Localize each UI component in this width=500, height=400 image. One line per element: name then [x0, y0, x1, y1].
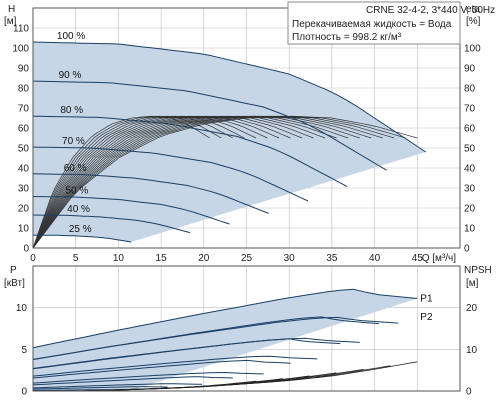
- y-right-tick-label: 20: [464, 204, 476, 215]
- power-curve: [32, 316, 379, 360]
- y-axis-unit: [м]: [4, 16, 17, 27]
- y-tick-label: 10: [18, 224, 30, 235]
- x-tick-label: 5: [73, 253, 79, 264]
- x-tick-label: 30: [284, 253, 296, 264]
- p1-label: P1: [420, 294, 433, 305]
- y-tick-label: 0: [23, 244, 29, 255]
- y-tick-label: 5: [21, 345, 27, 356]
- efficiency-curve: [32, 115, 268, 249]
- x-tick-label: 10: [113, 253, 125, 264]
- y-right-tick-label: 60: [464, 124, 476, 135]
- x-tick-label: 35: [326, 253, 338, 264]
- x-tick-label: 40: [369, 253, 381, 264]
- npsh-curve: [82, 380, 256, 391]
- head-curve: [32, 196, 230, 225]
- speed-label: 60 %: [64, 163, 87, 174]
- speed-label: 25 %: [69, 224, 92, 235]
- y-right-axis-unit: [м]: [466, 278, 479, 289]
- efficiency-curve: [32, 115, 303, 249]
- y-tick-label: 20: [18, 204, 30, 215]
- power-curve: [32, 288, 418, 349]
- speed-label: 80 %: [60, 105, 83, 116]
- head-curve: [33, 234, 132, 243]
- operating-area: [33, 42, 426, 248]
- speed-label: 100 %: [57, 31, 85, 42]
- y-tick-label: 60: [18, 124, 30, 135]
- efficiency-curve: [32, 115, 280, 249]
- power-curve: [32, 376, 233, 386]
- power-frame: [32, 265, 461, 392]
- y-right-tick-label: 50: [464, 144, 476, 155]
- head-curve: [32, 173, 269, 214]
- x-axis-label: Q [м³/ч]: [422, 253, 457, 264]
- y-tick-label: 100: [12, 44, 29, 55]
- efficiency-curve: [32, 115, 233, 249]
- power-curve-panel: P1 P2 0 5 10 0 10 20 P [кВт] NPSH [м]: [4, 265, 492, 398]
- y-right-axis-unit: [%]: [466, 16, 481, 27]
- p2-label: P2: [420, 312, 433, 323]
- y-right-tick-label: 10: [466, 345, 478, 356]
- power-area: [33, 289, 418, 391]
- x-tick-label: 15: [156, 253, 168, 264]
- y-tick-label: 0: [21, 387, 27, 398]
- power-curves: P1 P2: [32, 288, 433, 391]
- y-right-tick-label: 10: [464, 224, 476, 235]
- y-tick-label: 10: [16, 303, 28, 314]
- qh-frame: [32, 7, 461, 249]
- efficiency-curve: [32, 115, 222, 249]
- y-right-tick-label: 30: [464, 184, 476, 195]
- y-right-tick-label: 70: [464, 104, 476, 115]
- efficiency-curve: [32, 115, 291, 249]
- y-tick-label: 70: [18, 104, 30, 115]
- x-tick-label: 20: [198, 253, 210, 264]
- speed-label: 70 %: [62, 136, 85, 147]
- y-right-tick-label: 20: [466, 303, 478, 314]
- head-curve: [32, 80, 387, 171]
- y-tick-label: 110: [13, 24, 29, 35]
- power-curve: [32, 383, 203, 389]
- y-right-tick-label: 0: [464, 244, 470, 255]
- head-curve: [32, 214, 191, 234]
- y-axis-label: P: [10, 265, 17, 276]
- power-curve: [32, 338, 341, 370]
- y-tick-label: 90: [18, 64, 30, 75]
- speed-label: 40 %: [67, 204, 90, 215]
- y-right-tick-label: 100: [464, 44, 481, 55]
- y-axis-label: H: [8, 4, 15, 15]
- qh-curve-panel: 100 % 90 % 80 % 70 % 60 % 50 % 40 % 25 % 0 10 20 30…: [4, 4, 481, 264]
- power-ticks: 0 5 10 0 10 20: [16, 303, 478, 397]
- qh-ticks: 0102030405060708090100110010203040506070…: [12, 24, 481, 265]
- head-curve: [32, 146, 309, 202]
- liquid-text: Перекачиваемая жидкость = Вода: [292, 19, 452, 30]
- x-tick-label: 45: [412, 253, 424, 264]
- x-tick-label: 0: [30, 253, 36, 264]
- info-box: CRNE 32-4-2, 3*440 V, 50Hz Перекачиваема…: [287, 1, 495, 45]
- y-right-tick-label: 80: [464, 84, 476, 95]
- speed-label: 50 %: [65, 186, 88, 197]
- y-right-tick-label: 0: [466, 387, 472, 398]
- x-tick-label: 25: [241, 253, 253, 264]
- y-right-tick-label: 90: [464, 64, 476, 75]
- y-tick-label: 30: [18, 184, 30, 195]
- y-tick-label: 50: [18, 144, 30, 155]
- speed-label: 90 %: [59, 70, 82, 81]
- y-right-axis-label: NPSH: [464, 265, 492, 276]
- power-curve: [32, 386, 168, 390]
- power-curve: [32, 355, 318, 377]
- y-right-tick-label: 40: [464, 164, 476, 175]
- npsh-curves: [82, 361, 418, 391]
- y-tick-label: 40: [18, 164, 30, 175]
- power-curve: [32, 359, 291, 379]
- y-tick-label: 80: [18, 84, 30, 95]
- head-curve: [32, 41, 427, 153]
- y-axis-unit: [кВт]: [4, 278, 25, 289]
- pump-model-text: CRNE 32-4-2, 3*440 V, 50Hz: [366, 5, 495, 16]
- y-right-axis-label: eta: [466, 4, 480, 15]
- head-curve: [32, 115, 348, 188]
- efficiency-curve: [32, 115, 210, 249]
- density-text: Плотность = 998.2 кг/м³: [292, 32, 402, 43]
- power-curve: [32, 371, 264, 384]
- head-curves: 100 % 90 % 80 % 70 % 60 % 50 % 40 % 25 %: [32, 31, 427, 243]
